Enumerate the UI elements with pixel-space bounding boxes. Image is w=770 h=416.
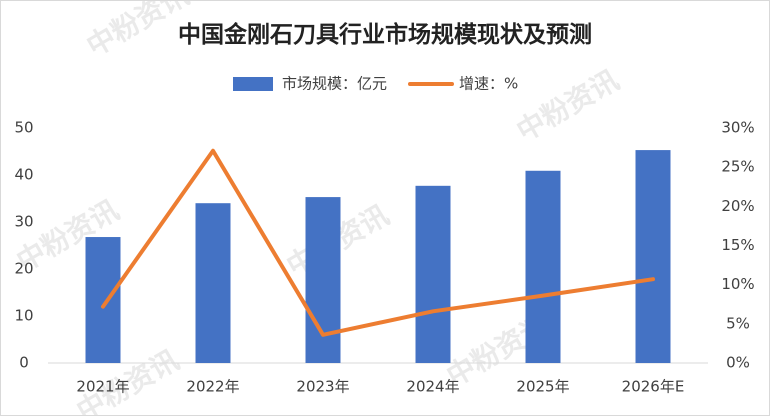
- y2-tick-label: 15%: [721, 236, 754, 254]
- chart-title: 中国金刚石刀具行业市场规模现状及预测: [178, 21, 592, 48]
- y-tick-label: 20: [14, 260, 33, 278]
- y-tick-label: 0: [19, 354, 29, 372]
- x-tick-label: 2025年: [516, 378, 569, 396]
- x-tick-label: 2022年: [186, 378, 239, 396]
- y-tick-label: 30: [14, 213, 33, 231]
- legend-label: 增速：%: [459, 75, 518, 93]
- y2-tick-label: 0%: [726, 354, 750, 372]
- bar: [525, 170, 561, 363]
- line: [101, 148, 655, 337]
- legend-swatch: [233, 77, 273, 91]
- y-tick-label: 50: [14, 119, 33, 137]
- y2-tick-label: 5%: [726, 314, 750, 332]
- y2-tick-label: 30%: [721, 119, 754, 137]
- legend-label: 市场规模：亿元: [282, 75, 387, 93]
- bar: [635, 150, 671, 363]
- y-tick-label: 40: [14, 166, 33, 184]
- bar: [415, 185, 451, 363]
- x-tick-label: 2023年: [296, 378, 349, 396]
- y2-tick-label: 10%: [721, 275, 754, 293]
- bar: [85, 237, 121, 363]
- x-tick-label: 2024年: [406, 378, 459, 396]
- y2-tick-label: 20%: [721, 197, 754, 215]
- bar: [195, 203, 231, 363]
- y-tick-label: 10: [14, 307, 33, 325]
- x-tick-label: 2021年: [76, 378, 129, 396]
- y2-tick-label: 25%: [721, 158, 754, 176]
- bar: [305, 197, 341, 363]
- x-tick-label: 2026年E: [622, 378, 685, 396]
